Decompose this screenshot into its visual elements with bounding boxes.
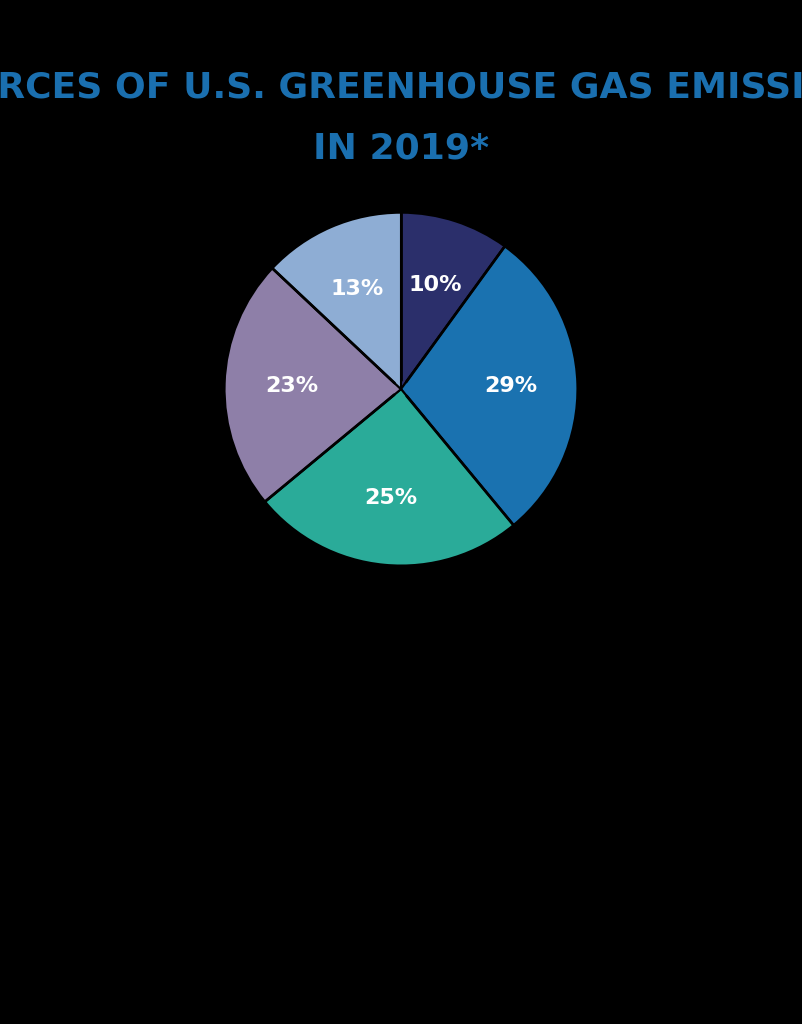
Text: 29%: 29%	[484, 376, 537, 395]
Text: SOURCES OF U.S. GREENHOUSE GAS EMISSIONS: SOURCES OF U.S. GREENHOUSE GAS EMISSIONS	[0, 70, 802, 104]
Text: 25%: 25%	[364, 488, 417, 508]
Wedge shape	[401, 213, 504, 389]
Text: IN 2019*: IN 2019*	[313, 131, 489, 166]
Wedge shape	[401, 247, 577, 525]
Text: 23%: 23%	[265, 376, 318, 395]
Wedge shape	[273, 213, 401, 389]
Wedge shape	[225, 268, 401, 502]
Wedge shape	[265, 389, 513, 565]
Text: 10%: 10%	[408, 275, 462, 295]
Text: 13%: 13%	[331, 279, 384, 299]
